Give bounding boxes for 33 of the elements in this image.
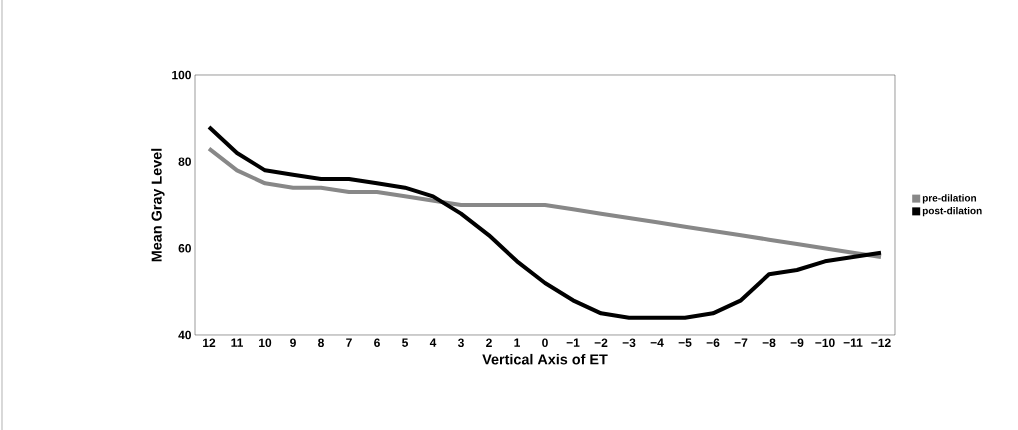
x-tick-label: 12 (203, 338, 216, 347)
x-tick-label: 6 (374, 338, 380, 348)
x-tick-label: 7 (346, 338, 352, 347)
x-tick-label: −12 (871, 338, 891, 347)
x-tick-label: 5 (402, 338, 409, 347)
x-tick-label: 9 (290, 338, 296, 348)
x-tick-label: −2 (594, 338, 608, 347)
legend-label: post-dilation (922, 206, 982, 217)
x-tick-label: −7 (734, 338, 748, 347)
y-axis-title: Mean Gray Level (151, 148, 165, 262)
y-tick-label: 60 (178, 244, 191, 253)
y-tick-label: 100 (172, 70, 191, 80)
x-tick-label: −10 (815, 338, 835, 348)
x-tick-label: −5 (678, 338, 692, 347)
x-tick-label: 1 (514, 338, 520, 347)
x-tick-label: 11 (231, 338, 244, 347)
x-tick-label: 8 (318, 338, 324, 348)
x-tick-label: −8 (762, 338, 776, 348)
legend-label: pre-dilation (922, 194, 977, 204)
x-tick-label: 0 (542, 338, 548, 348)
x-tick-label: 10 (259, 338, 272, 348)
x-tick-label: −6 (706, 338, 720, 348)
x-tick-label: 3 (457, 338, 464, 348)
x-tick-label: −9 (790, 338, 804, 348)
x-tick-label: −11 (843, 338, 863, 347)
x-axis-title: Vertical Axis of ET (482, 353, 608, 365)
y-tick-label: 40 (178, 330, 191, 340)
x-tick-label: −4 (650, 338, 664, 347)
y-tick-label: 80 (178, 157, 191, 166)
x-tick-label: −3 (622, 338, 636, 348)
x-tick-label: 4 (429, 338, 437, 347)
x-tick-label: −1 (566, 338, 580, 347)
x-tick-label: 2 (486, 338, 492, 347)
